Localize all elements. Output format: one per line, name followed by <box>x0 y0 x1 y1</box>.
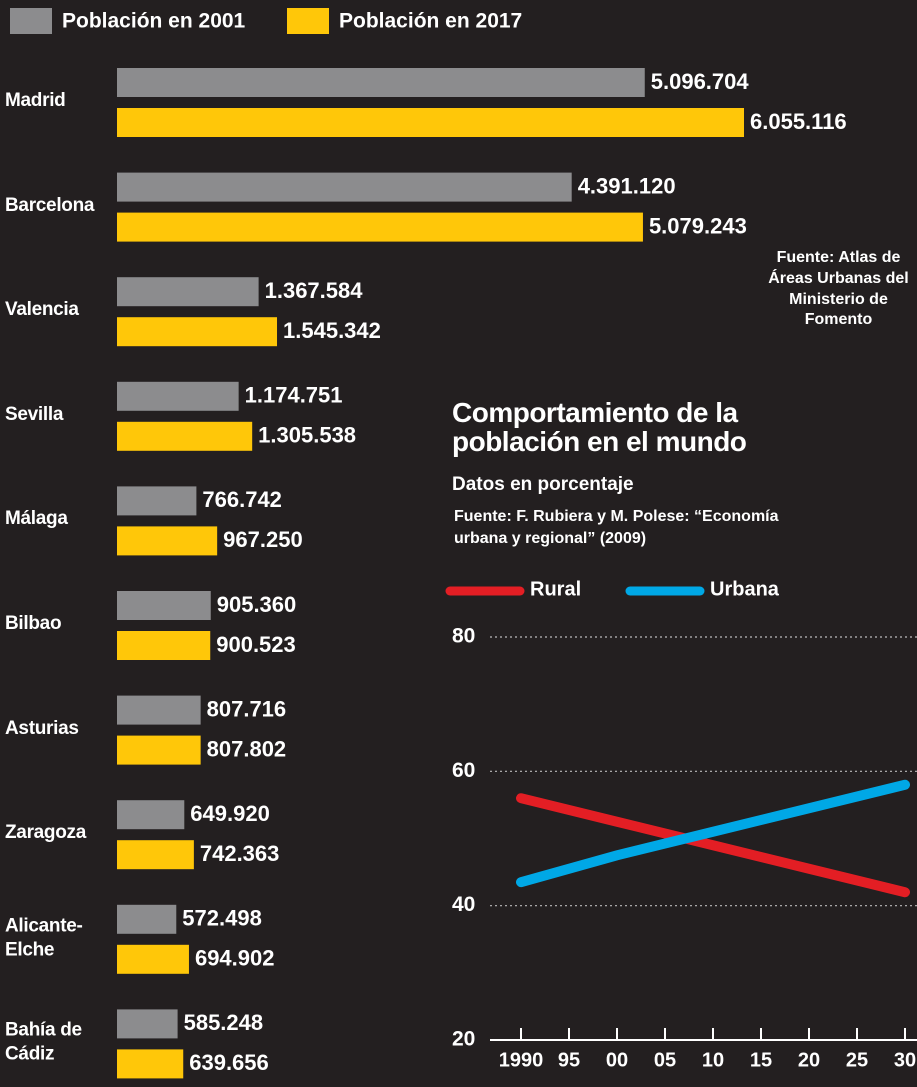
category-label: Valencia <box>5 299 79 321</box>
y-tick-label: 60 <box>452 759 475 782</box>
legend-label: Urbana <box>710 578 780 600</box>
bar <box>117 840 194 870</box>
line <box>516 779 910 888</box>
value-label: 694.902 <box>195 946 275 971</box>
category-label: Bahía de Cádiz <box>5 1019 82 1065</box>
source: Fuente: F. Rubiera y M. Polese: “Economí… <box>454 508 779 547</box>
category-label: Alicante-Elche <box>5 915 83 960</box>
legend-label: Rural <box>530 578 581 600</box>
value-label: 6.055.116 <box>750 109 847 134</box>
value-label: 742.363 <box>200 841 280 866</box>
category-label: Bilbao <box>5 613 62 635</box>
source: Fuente: Atlas de Áreas Urbanas del Minis… <box>768 249 909 329</box>
bar <box>117 944 189 974</box>
legend-label: Población en 2001 <box>62 10 246 33</box>
bar <box>117 591 211 620</box>
category-label: Barcelona <box>5 194 95 216</box>
value-label: 1.174.751 <box>245 383 343 408</box>
x-tick-label: 1990 <box>499 1049 544 1071</box>
value-label: 585.248 <box>184 1010 264 1035</box>
bar <box>117 381 239 411</box>
bar <box>117 631 211 660</box>
value-label: 4.391.120 <box>578 173 676 198</box>
bar <box>117 317 278 347</box>
value-label: 967.250 <box>223 527 303 552</box>
x-tick-label: 95 <box>558 1049 580 1071</box>
x-tick-label: 00 <box>606 1049 628 1071</box>
bar <box>117 1009 178 1039</box>
value-label: 905.360 <box>217 592 297 617</box>
bar <box>117 486 197 516</box>
x-tick-label: 30 <box>894 1049 916 1071</box>
value-label: 572.498 <box>182 906 262 931</box>
value-label: 807.716 <box>207 696 287 721</box>
category-label: Zaragoza <box>5 822 87 844</box>
bar <box>117 172 572 202</box>
value-label: 1.545.342 <box>283 318 381 343</box>
bar <box>117 735 201 765</box>
value-label: 766.742 <box>202 487 282 512</box>
legend-label: Población en 2017 <box>339 10 522 33</box>
legend-swatch <box>10 8 52 34</box>
x-tick-label: 05 <box>654 1049 676 1071</box>
value-label: 5.079.243 <box>649 213 747 238</box>
value-label: 1.367.584 <box>265 278 364 303</box>
bar <box>117 108 744 137</box>
y-tick-label: 20 <box>452 1028 475 1051</box>
value-label: 900.523 <box>216 632 296 657</box>
value-label: 1.305.538 <box>258 423 356 448</box>
bar <box>117 277 259 307</box>
bar <box>117 800 185 830</box>
legend-swatch <box>287 8 329 34</box>
bar <box>117 68 645 97</box>
category-label: Málaga <box>5 508 68 530</box>
category-label: Asturias <box>5 717 79 739</box>
bar <box>117 421 253 451</box>
x-tick-label: 10 <box>702 1049 724 1071</box>
y-tick-label: 80 <box>452 625 475 648</box>
value-label: 649.920 <box>190 801 270 826</box>
bar <box>117 526 218 556</box>
y-tick-label: 40 <box>452 893 475 916</box>
value-label: 639.656 <box>189 1050 269 1075</box>
bar <box>117 1049 184 1079</box>
chart-title: Comportamiento de la población en el mun… <box>452 397 747 458</box>
chart-subtitle: Datos en porcentaje <box>452 474 634 495</box>
x-tick-label: 15 <box>750 1049 772 1071</box>
line <box>516 793 910 898</box>
value-label: 807.802 <box>207 736 287 761</box>
value-label: 5.096.704 <box>651 69 750 94</box>
x-tick-label: 25 <box>846 1049 868 1071</box>
x-tick-label: 20 <box>798 1049 820 1071</box>
category-label: Madrid <box>5 90 66 112</box>
bar <box>117 212 643 242</box>
category-label: Sevilla <box>5 403 64 425</box>
bar <box>117 904 177 934</box>
bar <box>117 695 201 725</box>
